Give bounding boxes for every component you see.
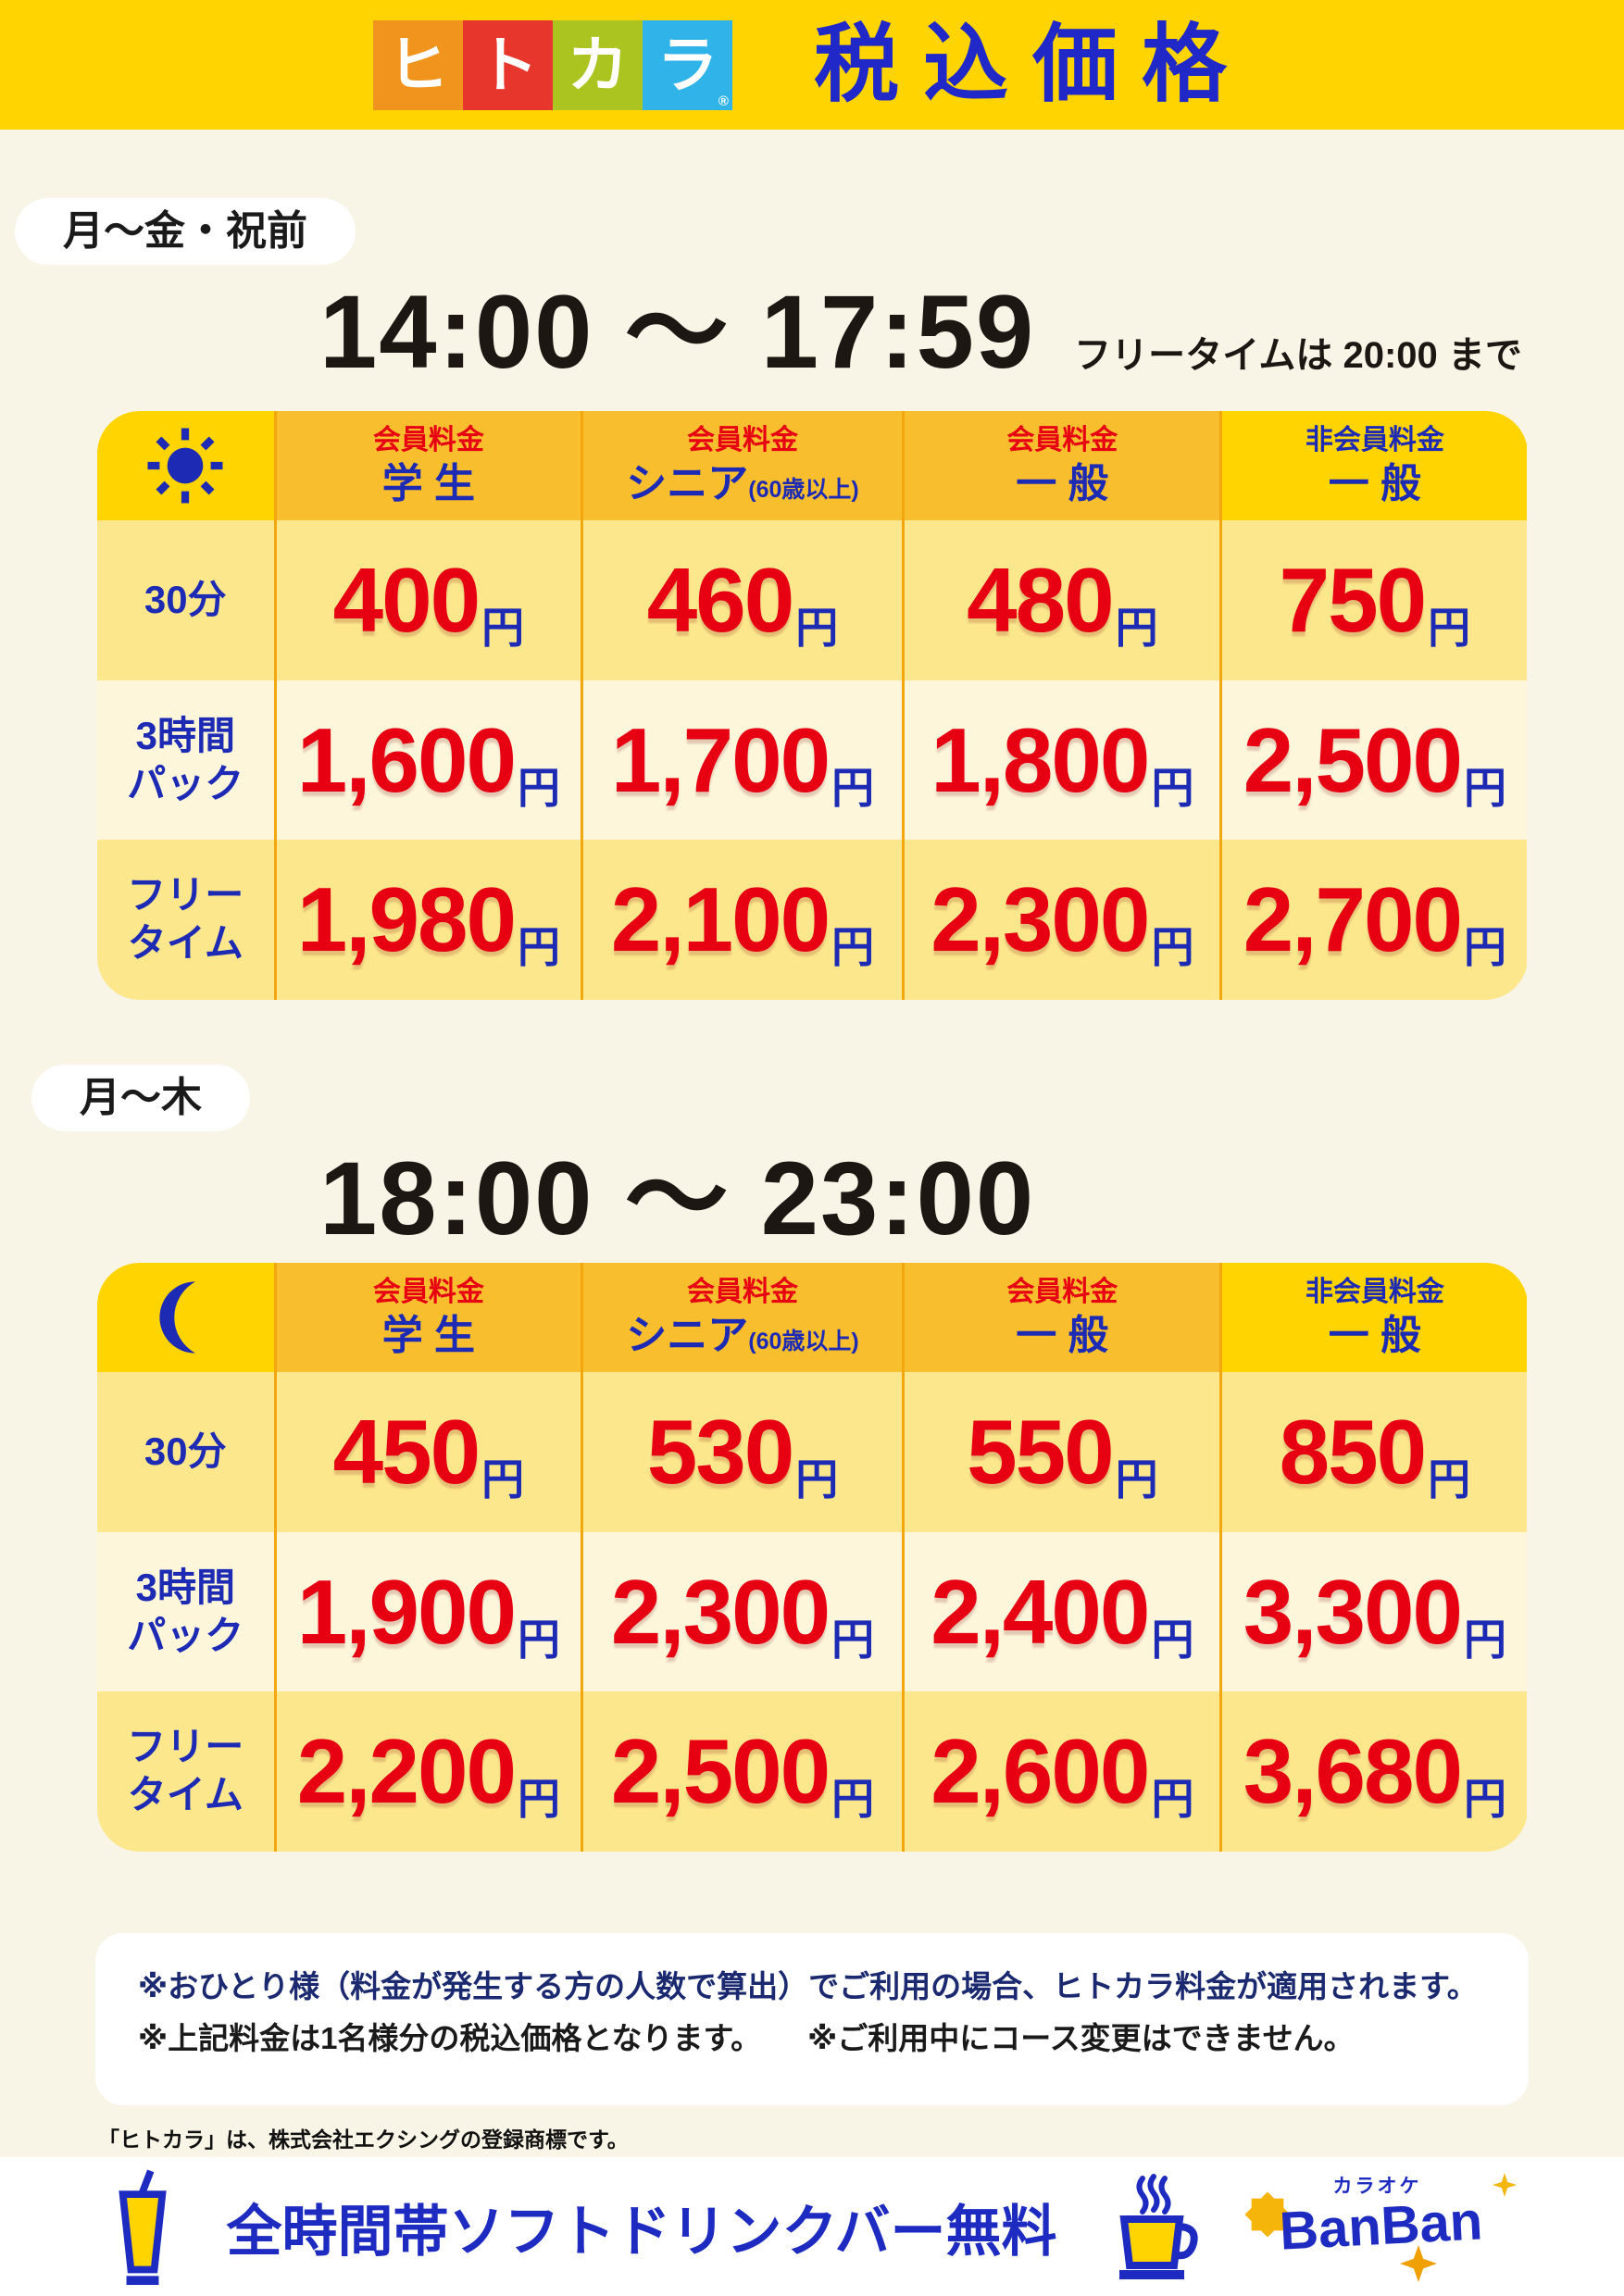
sun-icon — [96, 410, 275, 520]
price-table-night: 会員料金学 生会員料金 シニア(60歳以上) 会員料金一 般非会員料金一 般 30分 4… — [96, 1262, 1528, 1852]
banban-wordmark: BanBan — [1277, 2190, 1484, 2262]
time-range: 14:00 〜 17:59 — [319, 274, 1036, 391]
column-header: 会員料金一 般 — [902, 1262, 1220, 1372]
price-cell: 450 円 — [274, 1371, 581, 1532]
content: 月〜金・祝前 14:00 〜 17:59 フリータイムは 20:00 まで 会員… — [0, 130, 1624, 2157]
price-cell: 1,800 円 — [902, 680, 1220, 840]
price-cell: 480 円 — [902, 519, 1220, 680]
sparkle-icon — [1492, 2173, 1517, 2197]
price-cell: 1,600 円 — [274, 680, 581, 840]
cold-drink-icon — [112, 2167, 173, 2286]
price-cell: 2,400 円 — [902, 1531, 1220, 1691]
column-header: 会員料金学 生 — [274, 410, 581, 520]
freetime-note: フリータイムは 20:00 まで — [1074, 335, 1522, 377]
row-label: フリー タイム — [96, 1691, 275, 1852]
notes-box: ※おひとり様（料金が発生する方の人数で算出）でご利用の場合、ヒトカラ料金が適用さ… — [95, 1932, 1529, 2106]
price-cell: 2,600 円 — [902, 1691, 1220, 1852]
section-night: 月〜木 18:00 〜 23:00 会員料金学 生会員料金 シニア(60歳以上) 会… — [0, 1000, 1624, 1852]
column-header: 会員料金 シニア(60歳以上) — [580, 410, 903, 520]
column-header: 会員料金 シニア(60歳以上) — [580, 1262, 903, 1372]
time-row-night: 18:00 〜 23:00 — [319, 1144, 1624, 1254]
price-cell: 2,300 円 — [902, 839, 1220, 1000]
price-cell: 2,100 円 — [580, 839, 903, 1000]
karaoke-label: カラオケ — [1332, 2176, 1422, 2197]
note-per-person: ※上記料金は1名様分の税込価格となります。 — [138, 2021, 762, 2056]
price-table-daytime: 会員料金学 生会員料金 シニア(60歳以上) 会員料金一 般非会員料金一 般 30分 4… — [96, 410, 1528, 1000]
footer-banner: 全時間帯ソフトドリンクバー無料 — [0, 2157, 1624, 2296]
price-cell: 1,700 円 — [580, 680, 903, 840]
price-cell: 550 円 — [902, 1371, 1220, 1532]
price-cell: 2,300 円 — [580, 1531, 903, 1691]
price-cell: 3,680 円 — [1219, 1691, 1528, 1852]
day-range-badge: 月〜木 — [31, 1064, 250, 1132]
logo-tile: ト — [462, 19, 553, 110]
time-range: 18:00 〜 23:00 — [319, 1141, 1036, 1257]
day-range-badge: 月〜金・祝前 — [15, 198, 356, 266]
hot-drink-icon — [1111, 2173, 1200, 2280]
note-no-course-change: ※ご利用中にコース変更はできません。 — [807, 2021, 1355, 2056]
price-cell: 2,200 円 — [274, 1691, 581, 1852]
row-label: 30分 — [96, 1371, 275, 1532]
hitokara-logo: ヒトカラ ® — [372, 19, 732, 110]
price-cell: 2,500 円 — [1219, 680, 1528, 840]
drink-bar-message: 全時間帯ソフトドリンクバー無料 — [226, 2200, 1057, 2263]
section-daytime: 月〜金・祝前 14:00 〜 17:59 フリータイムは 20:00 まで 会員… — [0, 130, 1624, 1000]
star-icon — [1399, 2245, 1437, 2282]
row-label: フリー タイム — [96, 839, 275, 1000]
price-cell: 400 円 — [274, 519, 581, 680]
logo-tile: カ — [552, 19, 643, 110]
price-cell: 460 円 — [580, 519, 903, 680]
note-other: ※上記料金は1名様分の税込価格となります。 ※ご利用中にコース変更はできません。 — [138, 2013, 1486, 2065]
price-cell: 850 円 — [1219, 1371, 1528, 1532]
price-cell: 530 円 — [580, 1371, 903, 1532]
logo-tile: ヒ — [372, 19, 463, 110]
price-cell: 1,980 円 — [274, 839, 581, 1000]
price-cell: 2,700 円 — [1219, 839, 1528, 1000]
column-header: 会員料金学 生 — [274, 1262, 581, 1372]
column-header: 非会員料金一 般 — [1219, 1262, 1528, 1372]
price-cell: 1,900 円 — [274, 1531, 581, 1691]
time-row-daytime: 14:00 〜 17:59 フリータイムは 20:00 まで — [319, 278, 1624, 387]
karaoke-banban-logo: カラオケ BanBan — [1243, 2171, 1517, 2282]
logo-tile: ラ ® — [642, 19, 732, 110]
star-icon — [1243, 2191, 1291, 2238]
price-cell: 2,500 円 — [580, 1691, 903, 1852]
price-cell: 3,300 円 — [1219, 1531, 1528, 1691]
row-label: 3時間 パック — [96, 680, 275, 840]
note-hitokara: ※おひとり様（料金が発生する方の人数で算出）でご利用の場合、ヒトカラ料金が適用さ… — [138, 1968, 1478, 2003]
column-header: 非会員料金一 般 — [1219, 410, 1528, 520]
row-label: 3時間 パック — [96, 1531, 275, 1691]
top-banner: ヒトカラ ® 税込価格 — [0, 0, 1624, 130]
row-label: 30分 — [96, 519, 275, 680]
price-cell: 750 円 — [1219, 519, 1528, 680]
moon-icon — [96, 1262, 275, 1372]
trademark-note: 「ヒトカラ」は、株式会社エクシングの登録商標です。 — [98, 2128, 629, 2152]
column-header: 会員料金一 般 — [902, 410, 1220, 520]
page-title: 税込価格 — [813, 18, 1251, 112]
